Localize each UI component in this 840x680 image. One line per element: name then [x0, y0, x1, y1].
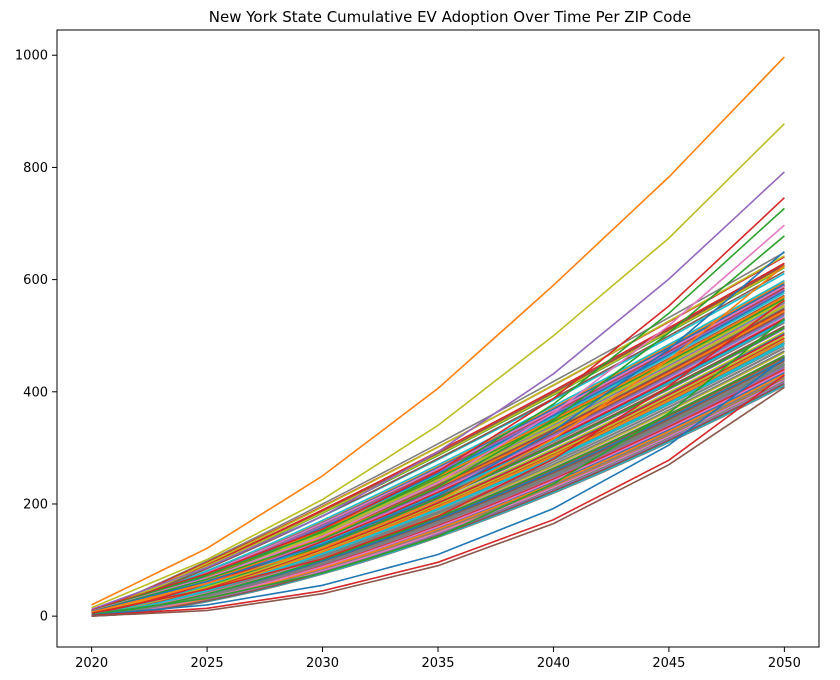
series-line: [91, 333, 785, 615]
series-line: [91, 320, 785, 615]
series-line: [91, 267, 785, 612]
x-axis: 2020 2025 2030 2035 2040 2045 2050: [75, 647, 801, 671]
x-tick-label: 2050: [768, 656, 801, 671]
series-line: [91, 318, 785, 616]
series-line: [91, 264, 785, 612]
series-line: [91, 197, 785, 612]
series-line: [91, 224, 785, 612]
series-line: [91, 251, 785, 612]
series-line: [91, 284, 785, 613]
series-line: [91, 299, 785, 615]
y-tick-label: 200: [23, 497, 48, 512]
series-line: [91, 263, 785, 613]
y-tick-label: 1000: [15, 49, 48, 64]
series-line: [91, 264, 785, 613]
series-line: [91, 266, 785, 612]
series-line: [91, 56, 785, 606]
series-line: [91, 270, 785, 613]
series-line: [91, 255, 785, 613]
series-line: [91, 171, 785, 611]
x-tick-label: 2045: [652, 656, 685, 671]
chart-title: New York State Cumulative EV Adoption Ov…: [209, 8, 691, 26]
x-tick-label: 2020: [75, 656, 108, 671]
series-line: [91, 284, 785, 614]
series-line: [91, 357, 785, 616]
y-tick-label: 600: [23, 273, 48, 288]
series-line: [91, 235, 785, 613]
y-tick-label: 800: [23, 161, 48, 176]
series-line: [91, 279, 785, 612]
x-tick-label: 2025: [191, 656, 224, 671]
x-tick-label: 2030: [306, 656, 339, 671]
y-tick-label: 400: [23, 385, 48, 400]
series-line: [91, 250, 785, 613]
series-line: [91, 350, 785, 615]
series-line: [91, 123, 785, 609]
series-line: [91, 386, 785, 617]
series-line: [91, 287, 785, 613]
series-line: [91, 364, 785, 616]
x-tick-label: 2040: [537, 656, 570, 671]
series-group: [91, 56, 785, 617]
series-line: [91, 343, 785, 615]
series-line: [91, 383, 785, 617]
series-line: [91, 207, 785, 612]
x-tick-label: 2035: [421, 656, 454, 671]
y-tick-label: 0: [40, 610, 48, 625]
y-axis: 0 200 400 600 800 1000: [15, 49, 57, 625]
series-line: [91, 374, 785, 617]
